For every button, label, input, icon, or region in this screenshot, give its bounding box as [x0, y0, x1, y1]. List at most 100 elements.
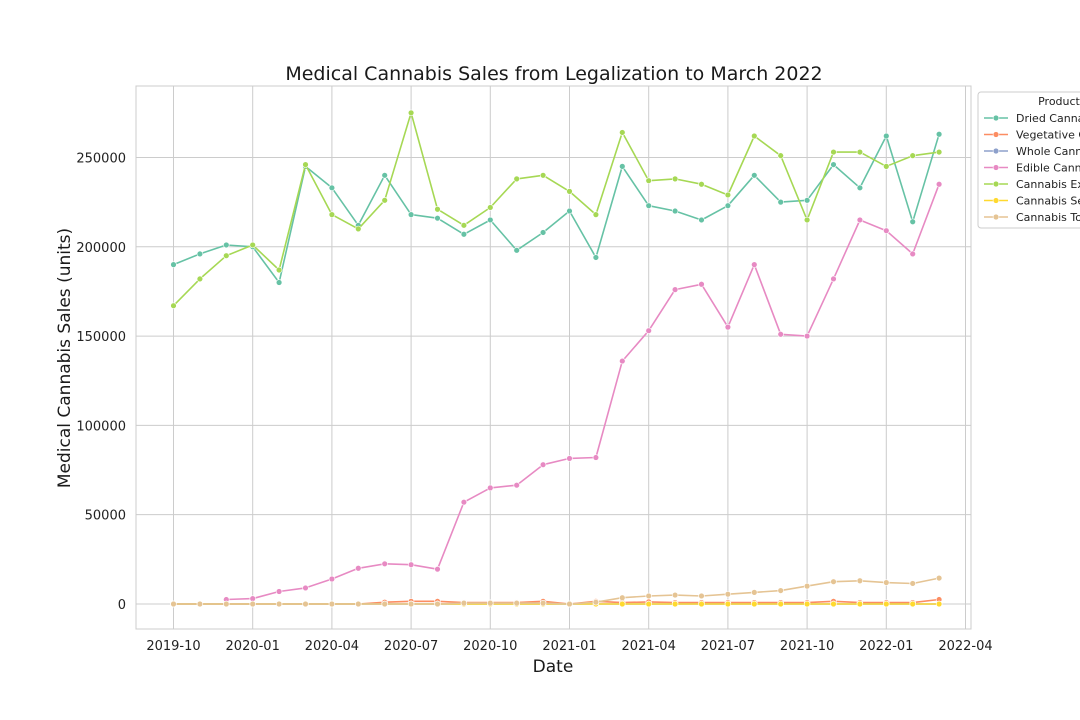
data-point: [883, 227, 890, 234]
y-tick-label: 200000: [76, 241, 126, 256]
data-point: [196, 275, 204, 283]
data-point: [302, 600, 309, 608]
data-point: [381, 172, 388, 179]
data-point: [803, 600, 811, 608]
data-point: [909, 600, 916, 608]
data-point: [830, 578, 837, 585]
data-point: [355, 600, 362, 608]
legend-label: Cannabis Seeds: [1016, 195, 1080, 208]
data-point: [513, 482, 520, 489]
data-point: [460, 222, 468, 229]
data-point: [698, 216, 705, 224]
data-point: [249, 595, 256, 602]
y-tick-label: 50000: [85, 509, 126, 524]
data-point: [645, 600, 652, 608]
data-point: [539, 229, 547, 236]
legend-item: Edible Cannabis: [984, 162, 1080, 175]
data-point: [856, 216, 864, 224]
data-point: [355, 225, 362, 233]
data-point: [724, 191, 732, 199]
data-point: [803, 582, 811, 590]
x-axis-ticks: 2019-10 2020-01 2020-04 2020-07 2020-10 2021-…: [146, 639, 992, 654]
data-point: [275, 266, 283, 274]
legend-label: Cannabis Extracts: [1016, 178, 1080, 191]
data-point: [592, 454, 600, 461]
data-point: [460, 599, 468, 607]
data-point: [460, 231, 468, 238]
plot-area-frame: [135, 85, 972, 630]
data-point: [513, 175, 520, 183]
data-point: [513, 247, 520, 254]
data-point: [249, 600, 256, 608]
data-point: [671, 591, 679, 599]
data-point: [935, 181, 943, 188]
series-3: [223, 181, 943, 603]
data-point: [381, 600, 388, 608]
data-point: [856, 184, 864, 192]
data-point: [566, 600, 573, 608]
data-point: [724, 202, 732, 209]
series-line: [173, 577, 940, 605]
data-point: [407, 211, 415, 218]
data-point: [196, 250, 204, 258]
x-tick-label: 2021-04: [622, 639, 676, 654]
data-point: [539, 172, 547, 179]
y-tick-label: 150000: [76, 330, 126, 345]
data-point: [381, 560, 388, 568]
y-axis-label: Medical Cannabis Sales (units): [55, 228, 75, 488]
data-point: [909, 152, 916, 159]
data-point: [619, 163, 626, 170]
data-point: [803, 332, 811, 340]
legend-label: Dried Cannabis: [1016, 112, 1080, 125]
data-point: [883, 600, 890, 608]
legend-swatch-marker: [992, 213, 1000, 221]
data-point: [460, 498, 468, 506]
data-point: [619, 600, 626, 608]
data-point: [751, 589, 758, 596]
legend-item: Dried Cannabis: [984, 112, 1080, 125]
data-point: [777, 152, 784, 159]
data-point: [803, 216, 811, 224]
data-point: [592, 254, 600, 261]
data-point: [592, 211, 600, 218]
legend-item: Vegetative Cannabis Plants and Seedlings: [984, 129, 1080, 142]
legend-item: Cannabis Topicals: [984, 211, 1080, 224]
data-point: [909, 218, 916, 225]
x-tick-label: 2019-10: [146, 639, 200, 654]
data-point: [328, 600, 336, 608]
legend-swatch-marker: [992, 180, 1000, 188]
data-point: [698, 281, 705, 288]
data-point: [883, 132, 890, 140]
data-point: [909, 580, 916, 587]
legend-title: Product: [1038, 95, 1080, 108]
data-point: [751, 172, 758, 179]
data-point: [671, 207, 679, 215]
data-point: [487, 484, 494, 492]
data-point: [434, 565, 441, 573]
x-tick-label: 2020-01: [226, 639, 280, 654]
data-point: [249, 241, 256, 249]
data-point: [619, 129, 626, 136]
x-tick-label: 2021-01: [542, 639, 596, 654]
series-line: [173, 133, 940, 284]
y-tick-label: 250000: [76, 151, 126, 166]
data-point: [407, 109, 415, 116]
y-axis-ticks: 0 50000 100000 150000 200000 250000: [76, 151, 126, 613]
data-point: [487, 216, 494, 224]
data-point: [275, 588, 283, 595]
legend-label: Whole Cannabis Plants: [1016, 145, 1080, 158]
data-point: [539, 461, 547, 468]
data-point: [619, 594, 626, 601]
series-6: [170, 574, 943, 608]
series-4: [170, 109, 943, 309]
legend-label: Vegetative Cannabis Plants and Seedlings: [1016, 129, 1080, 142]
data-point: [671, 175, 679, 183]
legend-swatch-marker: [992, 147, 1000, 155]
data-point: [170, 261, 177, 268]
data-point: [566, 455, 573, 462]
data-point: [592, 599, 600, 606]
data-point: [935, 148, 943, 156]
data-point: [671, 286, 679, 293]
